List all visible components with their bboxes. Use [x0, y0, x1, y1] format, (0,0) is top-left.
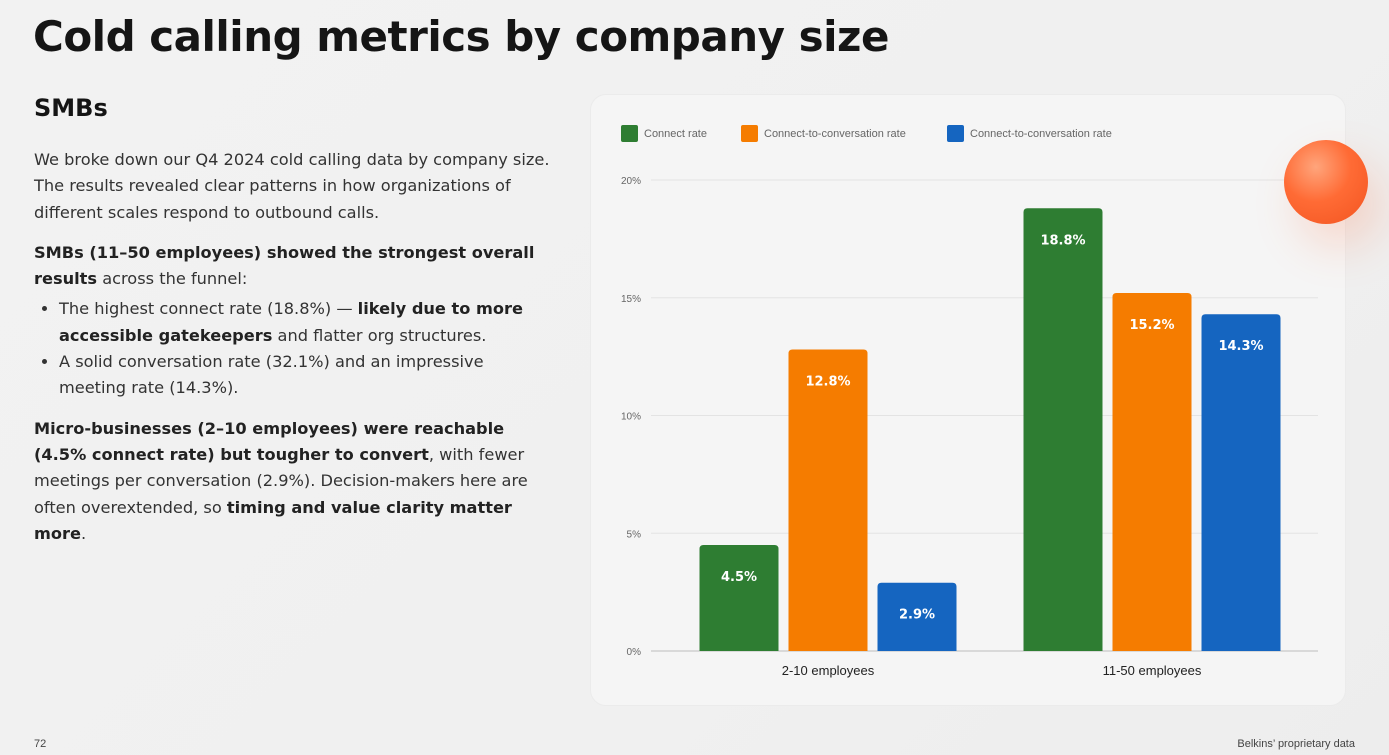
- bar: [1023, 208, 1103, 651]
- bar: [877, 582, 957, 651]
- footer-note: Belkins’ proprietary data: [1237, 738, 1355, 750]
- smb-lead-bold: SMBs (11–50 employees) showed the strong…: [34, 242, 535, 289]
- bar: [1112, 293, 1192, 651]
- micro-end: .: [80, 523, 87, 543]
- micro-paragraph: Micro-businesses (2–10 employees) were r…: [34, 416, 554, 547]
- smb-bullet-list: The highest connect rate (18.8%) — likel…: [34, 296, 554, 401]
- section-heading: SMBs: [34, 94, 108, 122]
- bar: [699, 545, 779, 651]
- x-category-label: 11-50 employees: [1103, 663, 1202, 678]
- list-item: The highest connect rate (18.8%) — likel…: [59, 296, 554, 349]
- legend-label: Connect rate: [644, 128, 707, 140]
- micro-bold: Micro-businesses (2–10 employees) were r…: [34, 418, 505, 464]
- y-tick-label: 20%: [621, 176, 641, 187]
- smb-lead-rest: across the funnel:: [97, 269, 248, 289]
- bar-value-label: 4.5%: [721, 570, 757, 585]
- bar-chart: 0% 5% 10% 15% 20% Connect rate Connect-to-conv…: [621, 125, 1318, 678]
- bar-value-label: 12.8%: [805, 375, 850, 390]
- bar-value-label: 18.8%: [1040, 233, 1085, 248]
- chart-card: 0% 5% 10% 15% 20% Connect rate Connect-to-conv…: [590, 94, 1346, 706]
- body-text: We broke down our Q4 2024 cold calling d…: [34, 147, 554, 561]
- bar-value-label: 14.3%: [1218, 339, 1263, 354]
- legend-swatch: [947, 125, 964, 142]
- smb-lead-paragraph: SMBs (11–50 employees) showed the strong…: [34, 240, 554, 293]
- list-item: A solid conversation rate (32.1%) and an…: [59, 349, 554, 402]
- bullet1-text-a: The highest connect rate (18.8%) —: [59, 299, 358, 319]
- bar: [1201, 314, 1281, 651]
- legend-swatch: [621, 125, 638, 142]
- legend-label: Connect-to-conversation rate: [970, 128, 1112, 140]
- micro-rest: , with fewer meetings per conversation (…: [34, 444, 528, 517]
- decorative-orb: [1284, 140, 1368, 224]
- legend-swatch: [741, 125, 758, 142]
- bar-value-label: 2.9%: [899, 608, 935, 623]
- page-title: Cold calling metrics by company size: [33, 12, 889, 61]
- y-tick-label: 0%: [627, 647, 642, 658]
- bar-value-label: 15.2%: [1129, 318, 1174, 333]
- micro-bold2: timing and value clarity matter more: [34, 497, 512, 543]
- y-tick-label: 15%: [621, 294, 641, 305]
- y-tick-label: 10%: [621, 412, 641, 423]
- intro-paragraph: We broke down our Q4 2024 cold calling d…: [34, 150, 550, 222]
- bullet1-text-c: and flatter org structures.: [272, 325, 487, 345]
- x-category-label: 2-10 employees: [782, 663, 875, 678]
- y-tick-label: 5%: [627, 529, 642, 540]
- legend-label: Connect-to-conversation rate: [764, 128, 906, 140]
- page-number: 72: [34, 738, 47, 750]
- bullet1-bold: likely due to more accessible gatekeeper…: [59, 299, 523, 345]
- bar: [788, 349, 868, 651]
